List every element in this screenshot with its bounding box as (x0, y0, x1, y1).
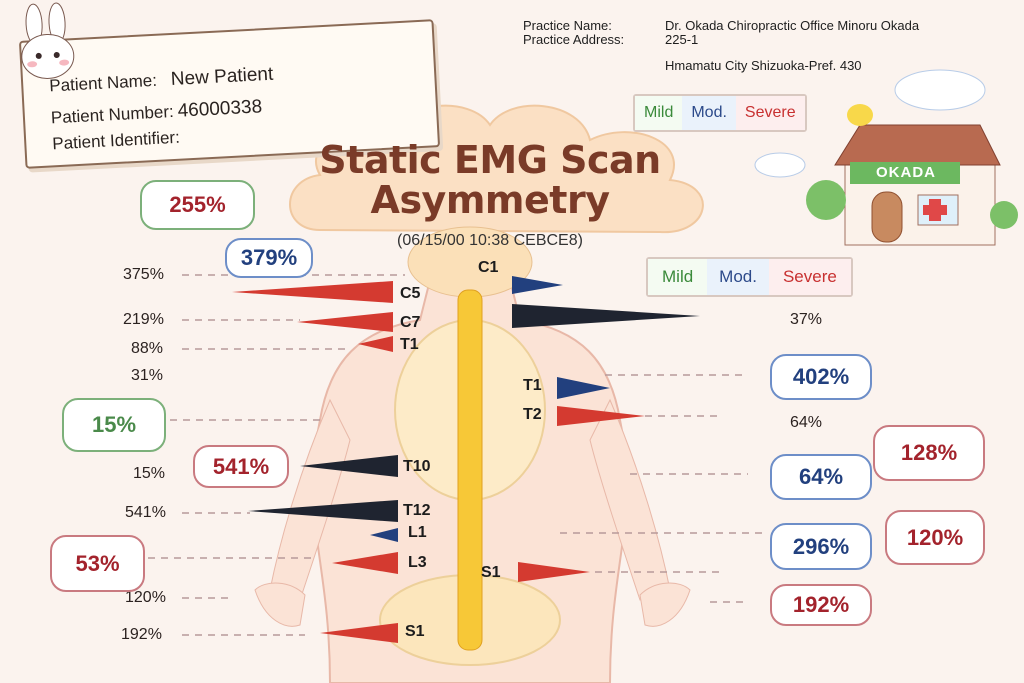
vertebra-label: T10 (403, 458, 431, 475)
legend-moderate: Mod. (682, 96, 736, 130)
practice-address-line2: Hmamatu City Shizuoka-Pref. 430 (665, 58, 862, 73)
vertebra-label: C5 (400, 285, 421, 302)
left-value: 31% (131, 367, 164, 384)
practice-name-value: Dr. Okada Chiropractic Office Minoru Oka… (665, 18, 920, 33)
title-line2: Asymmetry (370, 178, 610, 222)
vertebra-label: T1 (523, 377, 542, 394)
marker-left-t1 (358, 336, 393, 352)
vertebra-label: C7 (400, 314, 421, 331)
patient-info-card: Patient Name: New Patient Patient Number:… (18, 2, 441, 169)
value-bubble: 64% (770, 454, 872, 500)
severity-legend-top: Mild Mod. Severe (633, 94, 807, 132)
vertebra-label: S1 (481, 564, 501, 581)
legend-mild: Mild (648, 259, 708, 295)
marker-left-c7 (297, 312, 393, 332)
marker-right-t1 (557, 377, 610, 399)
patient-name-value: New Patient (170, 63, 274, 91)
vertebra-label: C1 (478, 259, 499, 276)
connector-lines (148, 274, 765, 636)
legend-severe: Severe (735, 96, 805, 130)
asymmetry-markers (232, 276, 700, 643)
vertebra-label: L1 (408, 524, 427, 541)
value-bubble: 128% (873, 425, 985, 481)
value-bubble: 120% (885, 510, 985, 565)
left-value: 88% (131, 340, 164, 357)
vertebra-label: L3 (408, 554, 427, 571)
marker-left-s1 (320, 623, 398, 643)
value-bubble: 541% (193, 445, 289, 488)
left-value: 219% (123, 311, 164, 328)
body-figure (254, 226, 691, 683)
bunny-icon (21, 2, 75, 79)
vertebra-label: T2 (523, 406, 542, 423)
marker-left-c5 (232, 281, 393, 303)
practice-address-line1: 225-1 (665, 32, 699, 47)
left-value: 120% (125, 589, 166, 606)
marker-left-l1 (370, 528, 398, 542)
legend-moderate: Mod. (707, 259, 769, 295)
marker-right-t2 (557, 406, 645, 426)
left-value: 541% (125, 504, 166, 521)
left-value: 192% (121, 626, 162, 643)
value-bubble: 296% (770, 523, 872, 570)
value-bubble: 255% (140, 180, 255, 230)
legend-severe: Severe (768, 259, 851, 295)
patient-number-value: 46000338 (177, 96, 263, 122)
vertebra-label: T1 (400, 336, 419, 353)
practice-name-label: Practice Name: (523, 18, 612, 33)
clinic-house-illustration (754, 69, 1018, 246)
marker-left-l3 (332, 552, 398, 574)
patient-identifier-label: Patient Identifier: (51, 127, 181, 154)
left-value: 375% (123, 266, 164, 283)
right-value: 37% (790, 311, 823, 328)
practice-address-label: Practice Address: (523, 32, 625, 47)
page-title: Static EMG Scan Asymmetry (300, 140, 680, 220)
left-value: 15% (133, 465, 166, 482)
right-value: 64% (790, 414, 823, 431)
practice-info: Practice Name: Dr. Okada Chiropractic Off… (523, 19, 919, 73)
severity-legend: Mild Mod. Severe (646, 257, 853, 297)
legend-mild: Mild (635, 96, 683, 130)
patient-number-label: Patient Number: (50, 101, 175, 128)
marker-right-c7 (512, 304, 700, 328)
vertebra-label: S1 (405, 623, 425, 640)
value-bubble: 192% (770, 584, 872, 626)
patient-identifier-value (193, 126, 194, 147)
marker-right-c1 (512, 276, 563, 294)
value-bubble: 53% (50, 535, 145, 592)
marker-left-t10 (300, 455, 398, 477)
title-line1: Static EMG Scan (319, 138, 661, 182)
patient-name-label: Patient Name: (48, 70, 158, 96)
clinic-sign: OKADA (876, 164, 936, 181)
marker-left-t12 (248, 500, 398, 522)
value-bubble: 379% (225, 238, 313, 278)
value-bubble: 402% (770, 354, 872, 400)
scan-date: (06/15/00 10:38 CEBCE8) (397, 232, 583, 249)
value-bubble: 15% (62, 398, 166, 452)
vertebra-label: T12 (403, 502, 431, 519)
marker-right-s1 (518, 562, 590, 582)
